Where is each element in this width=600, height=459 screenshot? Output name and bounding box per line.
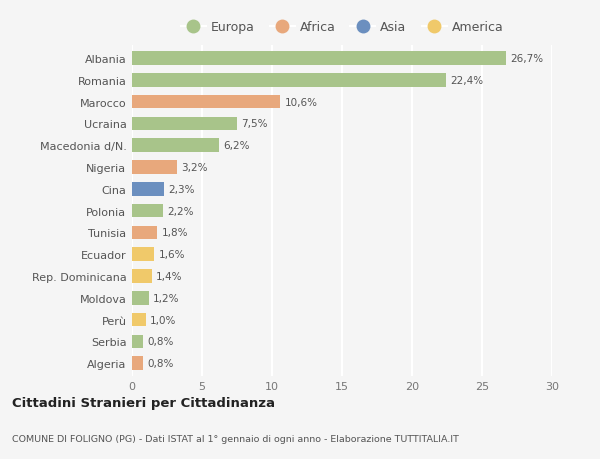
Bar — [132, 161, 177, 174]
Text: 26,7%: 26,7% — [510, 54, 543, 64]
Text: 1,0%: 1,0% — [150, 315, 176, 325]
Text: 1,6%: 1,6% — [158, 250, 185, 260]
Text: 1,2%: 1,2% — [153, 293, 179, 303]
Bar — [132, 291, 149, 305]
Bar — [132, 74, 446, 87]
Bar — [132, 269, 152, 283]
Bar — [132, 248, 154, 261]
Bar — [132, 204, 163, 218]
Text: 6,2%: 6,2% — [223, 141, 250, 151]
Text: 1,8%: 1,8% — [161, 228, 188, 238]
Bar — [132, 357, 143, 370]
Bar — [132, 52, 506, 66]
Bar — [132, 183, 164, 196]
Text: 0,8%: 0,8% — [148, 358, 174, 368]
Bar — [132, 95, 280, 109]
Text: 1,4%: 1,4% — [156, 271, 182, 281]
Text: 7,5%: 7,5% — [241, 119, 268, 129]
Text: 2,2%: 2,2% — [167, 206, 193, 216]
Bar — [132, 139, 219, 153]
Bar — [132, 118, 237, 131]
Bar — [132, 313, 146, 327]
Bar — [132, 226, 157, 240]
Text: 0,8%: 0,8% — [148, 336, 174, 347]
Legend: Europa, Africa, Asia, America: Europa, Africa, Asia, America — [178, 18, 506, 36]
Text: 3,2%: 3,2% — [181, 162, 208, 173]
Text: 22,4%: 22,4% — [450, 76, 483, 86]
Bar — [132, 335, 143, 348]
Text: 10,6%: 10,6% — [284, 97, 317, 107]
Text: 2,3%: 2,3% — [169, 185, 195, 195]
Text: Cittadini Stranieri per Cittadinanza: Cittadini Stranieri per Cittadinanza — [12, 396, 275, 409]
Text: COMUNE DI FOLIGNO (PG) - Dati ISTAT al 1° gennaio di ogni anno - Elaborazione TU: COMUNE DI FOLIGNO (PG) - Dati ISTAT al 1… — [12, 434, 459, 442]
